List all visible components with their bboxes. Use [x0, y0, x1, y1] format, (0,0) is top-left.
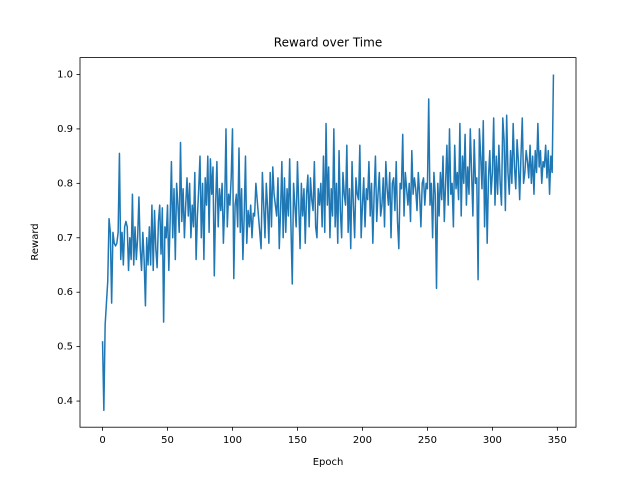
y-tick-label: 0.8 — [57, 178, 73, 189]
y-tick-label: 0.5 — [57, 342, 73, 353]
data-line — [101, 74, 555, 412]
x-tick-label: 100 — [223, 435, 242, 446]
y-axis-label: Reward — [30, 223, 41, 260]
y-tick-label: 0.9 — [57, 124, 73, 135]
y-tick-label: 1.0 — [57, 69, 73, 80]
x-tick-label: 50 — [161, 435, 174, 446]
x-tick-label: 200 — [353, 435, 372, 446]
chart-title: Reward over Time — [274, 36, 382, 50]
y-tick-label: 0.4 — [57, 396, 73, 407]
axes-frame — [79, 57, 577, 428]
y-tick-label: 0.7 — [57, 233, 73, 244]
y-tick-label: 0.6 — [57, 287, 73, 298]
x-tick-label: 0 — [99, 435, 105, 446]
x-tick-label: 150 — [288, 435, 307, 446]
x-tick-label: 350 — [548, 435, 567, 446]
x-tick-label: 300 — [483, 435, 502, 446]
x-axis-label: Epoch — [313, 457, 344, 468]
x-tick-label: 250 — [418, 435, 437, 446]
